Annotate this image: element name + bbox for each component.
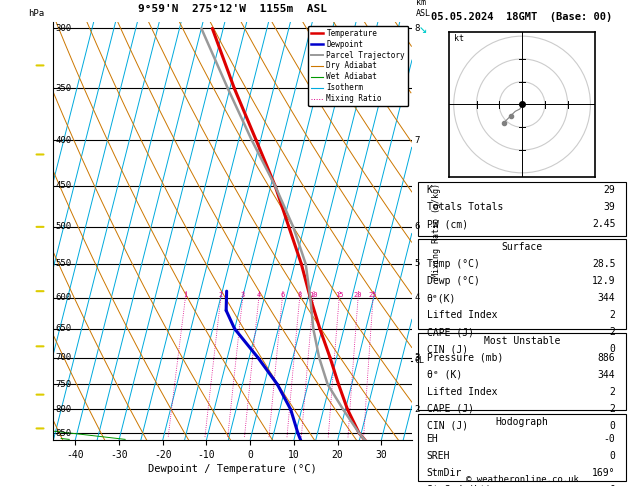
Text: Totals Totals: Totals Totals bbox=[426, 202, 503, 212]
Text: 750: 750 bbox=[55, 380, 72, 389]
Text: 2: 2 bbox=[219, 292, 223, 298]
Text: 300: 300 bbox=[55, 24, 72, 33]
Text: 550: 550 bbox=[55, 260, 72, 268]
Text: 344: 344 bbox=[598, 294, 615, 303]
Text: 650: 650 bbox=[55, 324, 72, 333]
Text: 25: 25 bbox=[369, 292, 377, 298]
Text: CIN (J): CIN (J) bbox=[426, 421, 468, 431]
Text: 850: 850 bbox=[55, 429, 72, 437]
Text: 400: 400 bbox=[55, 136, 72, 145]
X-axis label: Dewpoint / Temperature (°C): Dewpoint / Temperature (°C) bbox=[148, 464, 317, 474]
Text: Hodograph: Hodograph bbox=[496, 417, 548, 427]
Text: hPa: hPa bbox=[28, 9, 45, 17]
Text: 6: 6 bbox=[414, 223, 420, 231]
Text: 2.45: 2.45 bbox=[592, 219, 615, 229]
Text: Most Unstable: Most Unstable bbox=[484, 336, 560, 346]
Text: 0: 0 bbox=[610, 345, 615, 354]
Text: 20: 20 bbox=[354, 292, 362, 298]
Text: 5: 5 bbox=[414, 260, 420, 268]
Bar bbox=[418, 414, 626, 481]
Text: StmSpd (kt): StmSpd (kt) bbox=[426, 485, 491, 486]
Text: CAPE (J): CAPE (J) bbox=[426, 328, 474, 337]
Text: 3: 3 bbox=[414, 354, 419, 363]
Text: 0: 0 bbox=[610, 485, 615, 486]
Text: 2: 2 bbox=[610, 387, 615, 397]
Text: 7: 7 bbox=[414, 136, 420, 145]
Bar bbox=[418, 239, 626, 329]
Text: 4: 4 bbox=[257, 292, 261, 298]
Text: 6: 6 bbox=[281, 292, 284, 298]
Text: 3: 3 bbox=[241, 292, 245, 298]
Text: 29: 29 bbox=[604, 185, 615, 195]
Bar bbox=[418, 182, 626, 236]
Text: 0: 0 bbox=[610, 451, 615, 461]
Text: 10: 10 bbox=[309, 292, 318, 298]
Text: 886: 886 bbox=[598, 353, 615, 363]
Text: ↘: ↘ bbox=[418, 22, 426, 36]
Text: 39: 39 bbox=[604, 202, 615, 212]
Text: kt: kt bbox=[454, 34, 464, 43]
Text: EH: EH bbox=[426, 434, 438, 444]
Text: 28.5: 28.5 bbox=[592, 259, 615, 269]
Text: km
ASL: km ASL bbox=[416, 0, 431, 17]
Text: 4: 4 bbox=[414, 293, 420, 302]
Text: 500: 500 bbox=[55, 223, 72, 231]
Text: SREH: SREH bbox=[426, 451, 450, 461]
Text: CIN (J): CIN (J) bbox=[426, 345, 468, 354]
Text: 2: 2 bbox=[610, 328, 615, 337]
Text: K: K bbox=[426, 185, 433, 195]
Text: 15: 15 bbox=[335, 292, 343, 298]
Legend: Temperature, Dewpoint, Parcel Trajectory, Dry Adiabat, Wet Adiabat, Isotherm, Mi: Temperature, Dewpoint, Parcel Trajectory… bbox=[308, 26, 408, 106]
Text: 350: 350 bbox=[55, 84, 72, 93]
Text: Lifted Index: Lifted Index bbox=[426, 311, 497, 320]
Text: 2: 2 bbox=[414, 405, 420, 414]
Text: 344: 344 bbox=[598, 370, 615, 380]
Text: 600: 600 bbox=[55, 293, 72, 302]
Bar bbox=[418, 333, 626, 411]
Text: PW (cm): PW (cm) bbox=[426, 219, 468, 229]
Text: θᵉ(K): θᵉ(K) bbox=[426, 294, 456, 303]
Text: 0: 0 bbox=[610, 421, 615, 431]
Text: Mixing Ratio (g/kg): Mixing Ratio (g/kg) bbox=[431, 183, 441, 278]
Text: 05.05.2024  18GMT  (Base: 00): 05.05.2024 18GMT (Base: 00) bbox=[431, 12, 613, 22]
Text: 9°59'N  275°12'W  1155m  ASL: 9°59'N 275°12'W 1155m ASL bbox=[138, 3, 327, 14]
Text: 8: 8 bbox=[298, 292, 302, 298]
Text: Surface: Surface bbox=[501, 242, 543, 252]
Text: 800: 800 bbox=[55, 405, 72, 414]
Text: Temp (°C): Temp (°C) bbox=[426, 259, 479, 269]
Text: 1: 1 bbox=[183, 292, 187, 298]
Text: -0: -0 bbox=[604, 434, 615, 444]
Text: θᵉ (K): θᵉ (K) bbox=[426, 370, 462, 380]
Text: 450: 450 bbox=[55, 181, 72, 191]
Text: Lifted Index: Lifted Index bbox=[426, 387, 497, 397]
Text: StmDir: StmDir bbox=[426, 468, 462, 478]
Text: Dewp (°C): Dewp (°C) bbox=[426, 276, 479, 286]
Text: © weatheronline.co.uk: © weatheronline.co.uk bbox=[465, 474, 579, 484]
Text: 2: 2 bbox=[610, 404, 615, 414]
Text: 3: 3 bbox=[414, 353, 420, 362]
Text: 700: 700 bbox=[55, 353, 72, 362]
Text: 169°: 169° bbox=[592, 468, 615, 478]
Text: 2: 2 bbox=[610, 311, 615, 320]
Text: 8: 8 bbox=[414, 24, 420, 33]
Text: 12.9: 12.9 bbox=[592, 276, 615, 286]
Text: CL: CL bbox=[414, 356, 424, 365]
Text: Pressure (mb): Pressure (mb) bbox=[426, 353, 503, 363]
Text: CAPE (J): CAPE (J) bbox=[426, 404, 474, 414]
